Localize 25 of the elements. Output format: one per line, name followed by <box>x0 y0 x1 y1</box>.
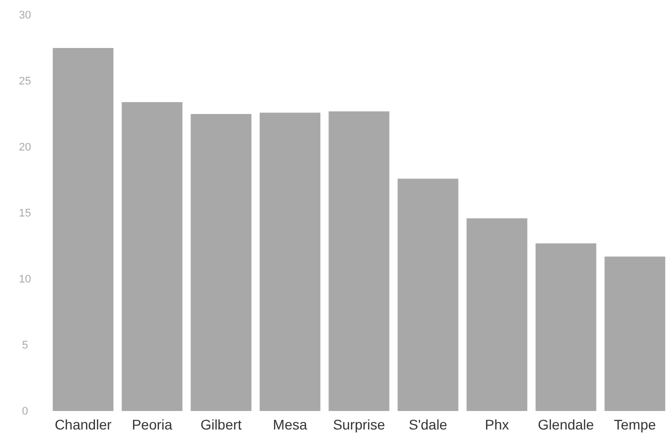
x-tick-label: Chandler <box>54 416 112 432</box>
x-tick-label: Glendale <box>538 416 594 432</box>
x-tick-label: Phx <box>484 416 510 432</box>
bar <box>398 178 458 411</box>
y-tick-label: 25 <box>18 76 32 88</box>
x-tick-label: Peoria <box>132 416 173 432</box>
y-tick-label: 0 <box>22 406 28 418</box>
bar <box>122 102 182 411</box>
bar <box>604 256 666 411</box>
x-tick-label: Tempe <box>614 416 656 432</box>
x-tick-label: S'dale <box>408 416 448 432</box>
bar <box>536 243 596 411</box>
y-tick-label: 30 <box>18 10 32 22</box>
bar <box>260 112 320 411</box>
bar <box>52 48 114 411</box>
x-tick-label: Mesa <box>272 416 308 432</box>
bar <box>466 218 528 411</box>
y-tick-label: 20 <box>18 142 32 154</box>
x-tick-label: Gilbert <box>200 416 242 432</box>
y-tick-label: 10 <box>18 274 32 286</box>
x-tick-label: Surprise <box>332 416 386 432</box>
bar <box>190 114 252 411</box>
bar <box>328 111 390 411</box>
y-tick-label: 5 <box>22 340 28 352</box>
y-tick-label: 15 <box>18 208 32 220</box>
